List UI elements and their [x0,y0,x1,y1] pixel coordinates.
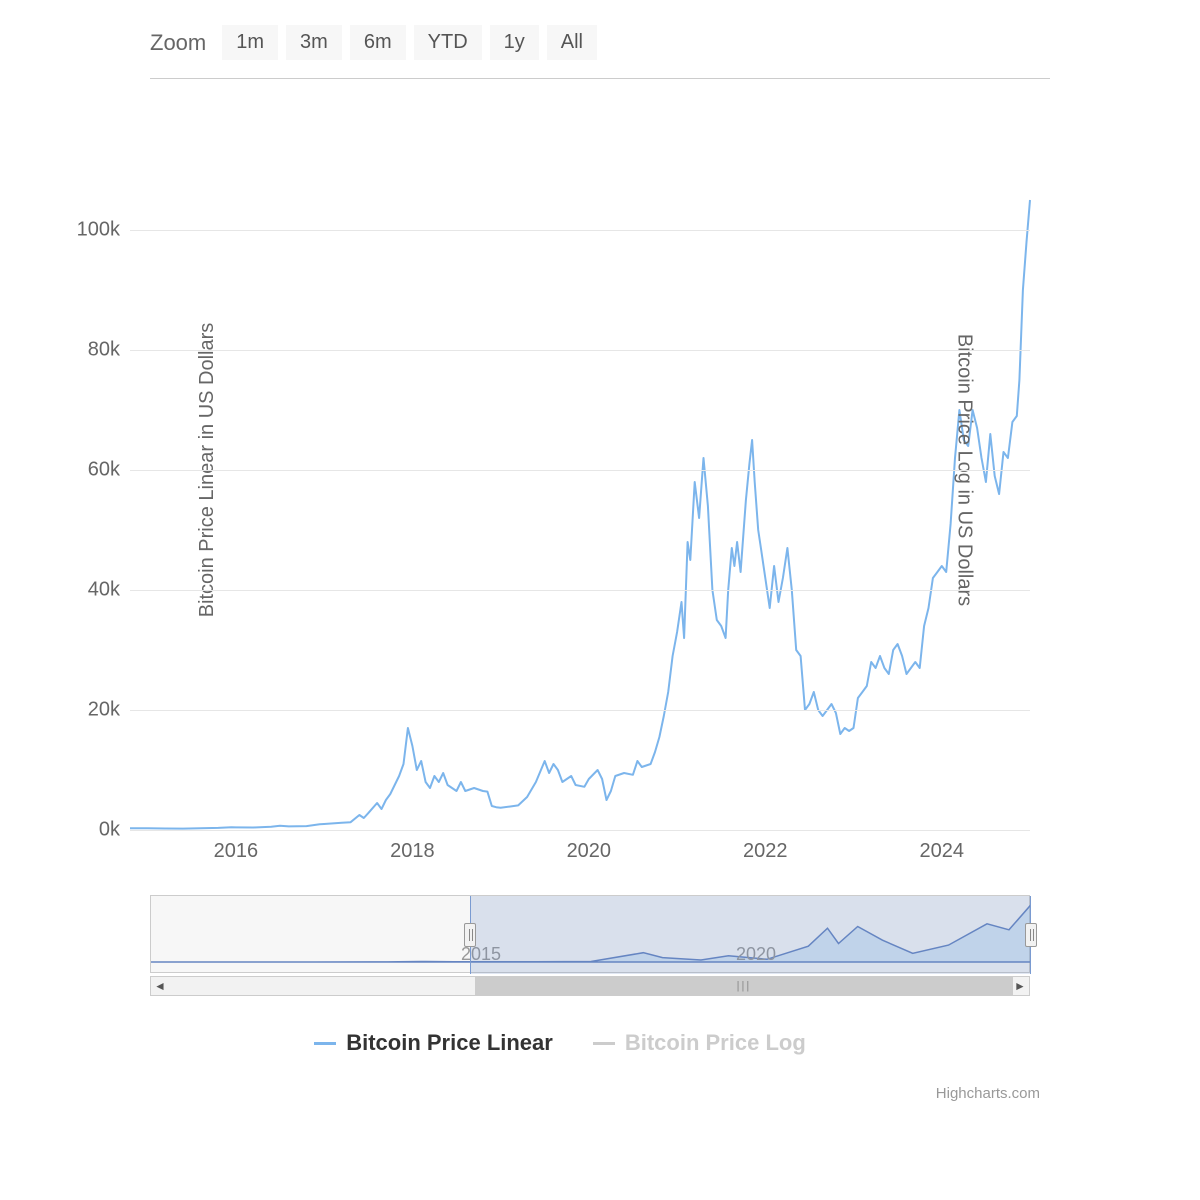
zoom-toolbar: Zoom 1m3m6mYTD1yAll [150,25,597,60]
y-tick-label: 0k [60,819,120,842]
x-tick-label: 2020 [567,840,612,863]
x-tick-label: 2024 [920,840,965,863]
toolbar-divider [150,78,1050,79]
legend-swatch [593,1042,615,1045]
y-tick-label: 100k [60,219,120,242]
y-tick-label: 60k [60,459,120,482]
gridline [130,350,1030,351]
x-tick-label: 2018 [390,840,435,863]
zoom-btn-6m[interactable]: 6m [350,25,406,60]
zoom-btn-ytd[interactable]: YTD [414,25,482,60]
scroll-right-arrow[interactable]: ► [1011,977,1029,995]
x-tick-label: 2016 [214,840,259,863]
zoom-label: Zoom [150,30,206,56]
navigator-handle-right[interactable] [1025,923,1037,947]
y-tick-label: 80k [60,339,120,362]
y-tick-label: 40k [60,579,120,602]
legend-item-bitcoin-price-log[interactable]: Bitcoin Price Log [593,1030,806,1056]
x-tick-label: 2022 [743,840,788,863]
legend-item-bitcoin-price-linear[interactable]: Bitcoin Price Linear [314,1030,553,1056]
navigator-handle-left[interactable] [464,923,476,947]
zoom-btn-1y[interactable]: 1y [490,25,539,60]
gridline [130,590,1030,591]
gridline [130,710,1030,711]
zoom-btn-3m[interactable]: 3m [286,25,342,60]
navigator[interactable]: 20152020 [150,895,1030,973]
y-tick-label: 20k [60,699,120,722]
navigator-scrollbar[interactable]: ◄ ||| ► [150,976,1030,996]
legend: Bitcoin Price Linear Bitcoin Price Log [30,1030,1090,1056]
legend-label: Bitcoin Price Linear [346,1030,553,1056]
zoom-btn-all[interactable]: All [547,25,597,60]
zoom-btn-1m[interactable]: 1m [222,25,278,60]
gridline [130,830,1030,831]
price-line-linear[interactable] [130,200,1030,829]
scroll-track[interactable]: ||| [169,977,1011,995]
gridline [130,470,1030,471]
plot-area[interactable]: Bitcoin Price Linear in US Dollars Bitco… [130,110,1030,830]
scroll-left-arrow[interactable]: ◄ [151,977,169,995]
chart-container: Zoom 1m3m6mYTD1yAll Bitcoin Price Linear… [30,10,1090,1090]
scroll-thumb[interactable]: ||| [475,977,1013,995]
legend-label: Bitcoin Price Log [625,1030,806,1056]
gridline [130,230,1030,231]
legend-swatch [314,1042,336,1045]
credits-link[interactable]: Highcharts.com [936,1085,1040,1102]
navigator-selection[interactable] [470,896,1031,974]
